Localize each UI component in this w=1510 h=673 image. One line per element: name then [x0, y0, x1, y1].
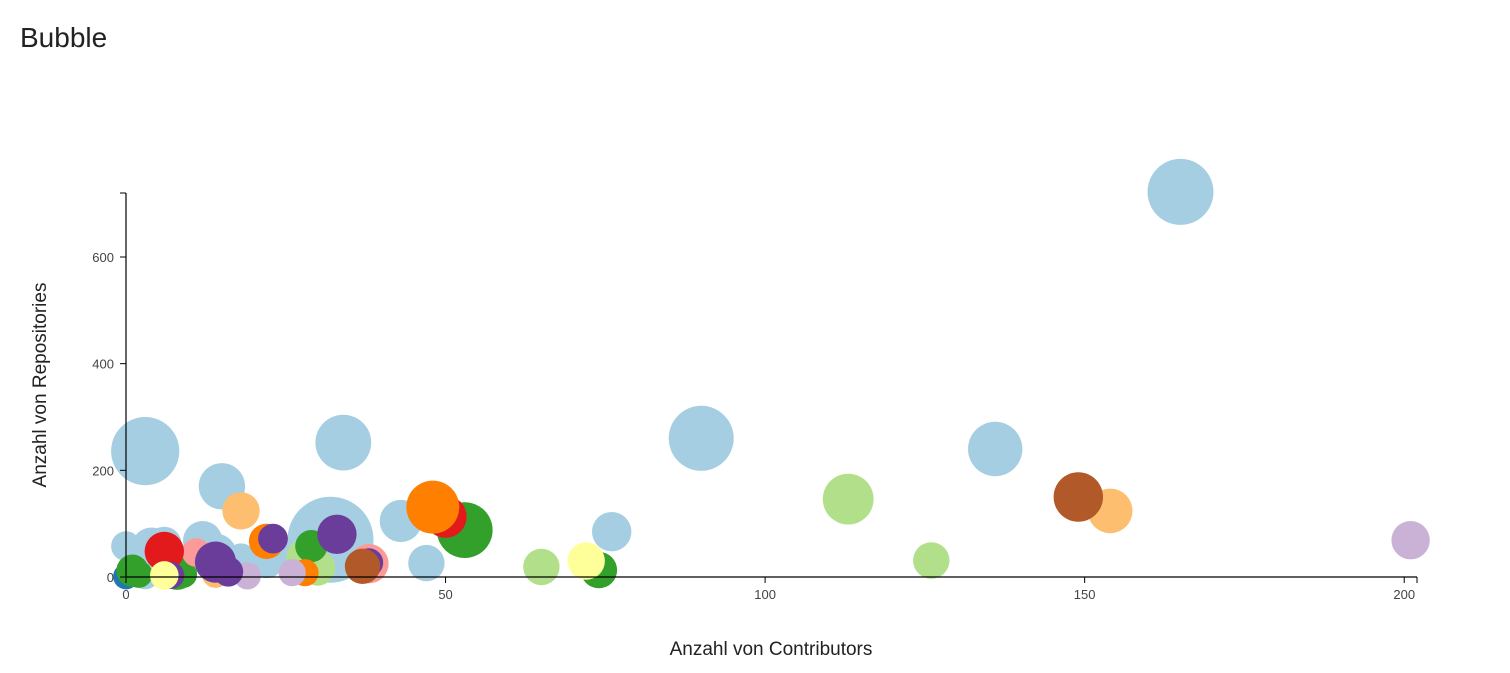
bubble-point[interactable]: [317, 514, 357, 554]
x-tick-label: 0: [122, 587, 129, 602]
bubble-point[interactable]: [822, 473, 874, 525]
bubble-point[interactable]: [213, 556, 244, 587]
bubble-point[interactable]: [315, 414, 372, 471]
page-title: Bubble: [20, 22, 108, 53]
x-tick-label: 100: [754, 587, 776, 602]
x-axis-title: Anzahl von Contributors: [670, 639, 873, 660]
x-tick-label: 200: [1393, 587, 1415, 602]
x-tick-label: 50: [438, 587, 452, 602]
y-axis-title: Anzahl von Repositories: [30, 283, 51, 488]
ticks-layer: 0 50 100 150 200 0 200 400 600: [92, 192, 1418, 602]
bubble-point[interactable]: [150, 561, 179, 590]
y-tick-label: 400: [92, 357, 114, 372]
bubble-point[interactable]: [567, 542, 605, 580]
bubble-point[interactable]: [222, 492, 260, 530]
bubble-point[interactable]: [523, 548, 560, 586]
bubble-point[interactable]: [258, 523, 288, 554]
bubble-point[interactable]: [1391, 521, 1430, 560]
bubble-point[interactable]: [344, 548, 381, 584]
bubble-point[interactable]: [1147, 158, 1214, 225]
bubble-point[interactable]: [144, 531, 184, 572]
points-layer: [111, 158, 1430, 590]
bubble-point[interactable]: [125, 560, 153, 588]
bubble-point[interactable]: [278, 559, 306, 587]
bubble-point[interactable]: [408, 544, 445, 582]
bubble-point[interactable]: [406, 480, 460, 534]
y-tick-label: 600: [92, 250, 114, 265]
bubble-point[interactable]: [913, 542, 950, 579]
bubble-point[interactable]: [668, 405, 734, 471]
x-tick-label: 150: [1074, 587, 1096, 602]
bubble-point[interactable]: [592, 512, 632, 552]
bubble-point[interactable]: [1053, 472, 1104, 522]
bubble-point[interactable]: [968, 421, 1023, 477]
y-tick-label: 200: [92, 463, 114, 478]
bubble-point[interactable]: [111, 417, 180, 486]
y-tick-label: 0: [107, 570, 114, 585]
